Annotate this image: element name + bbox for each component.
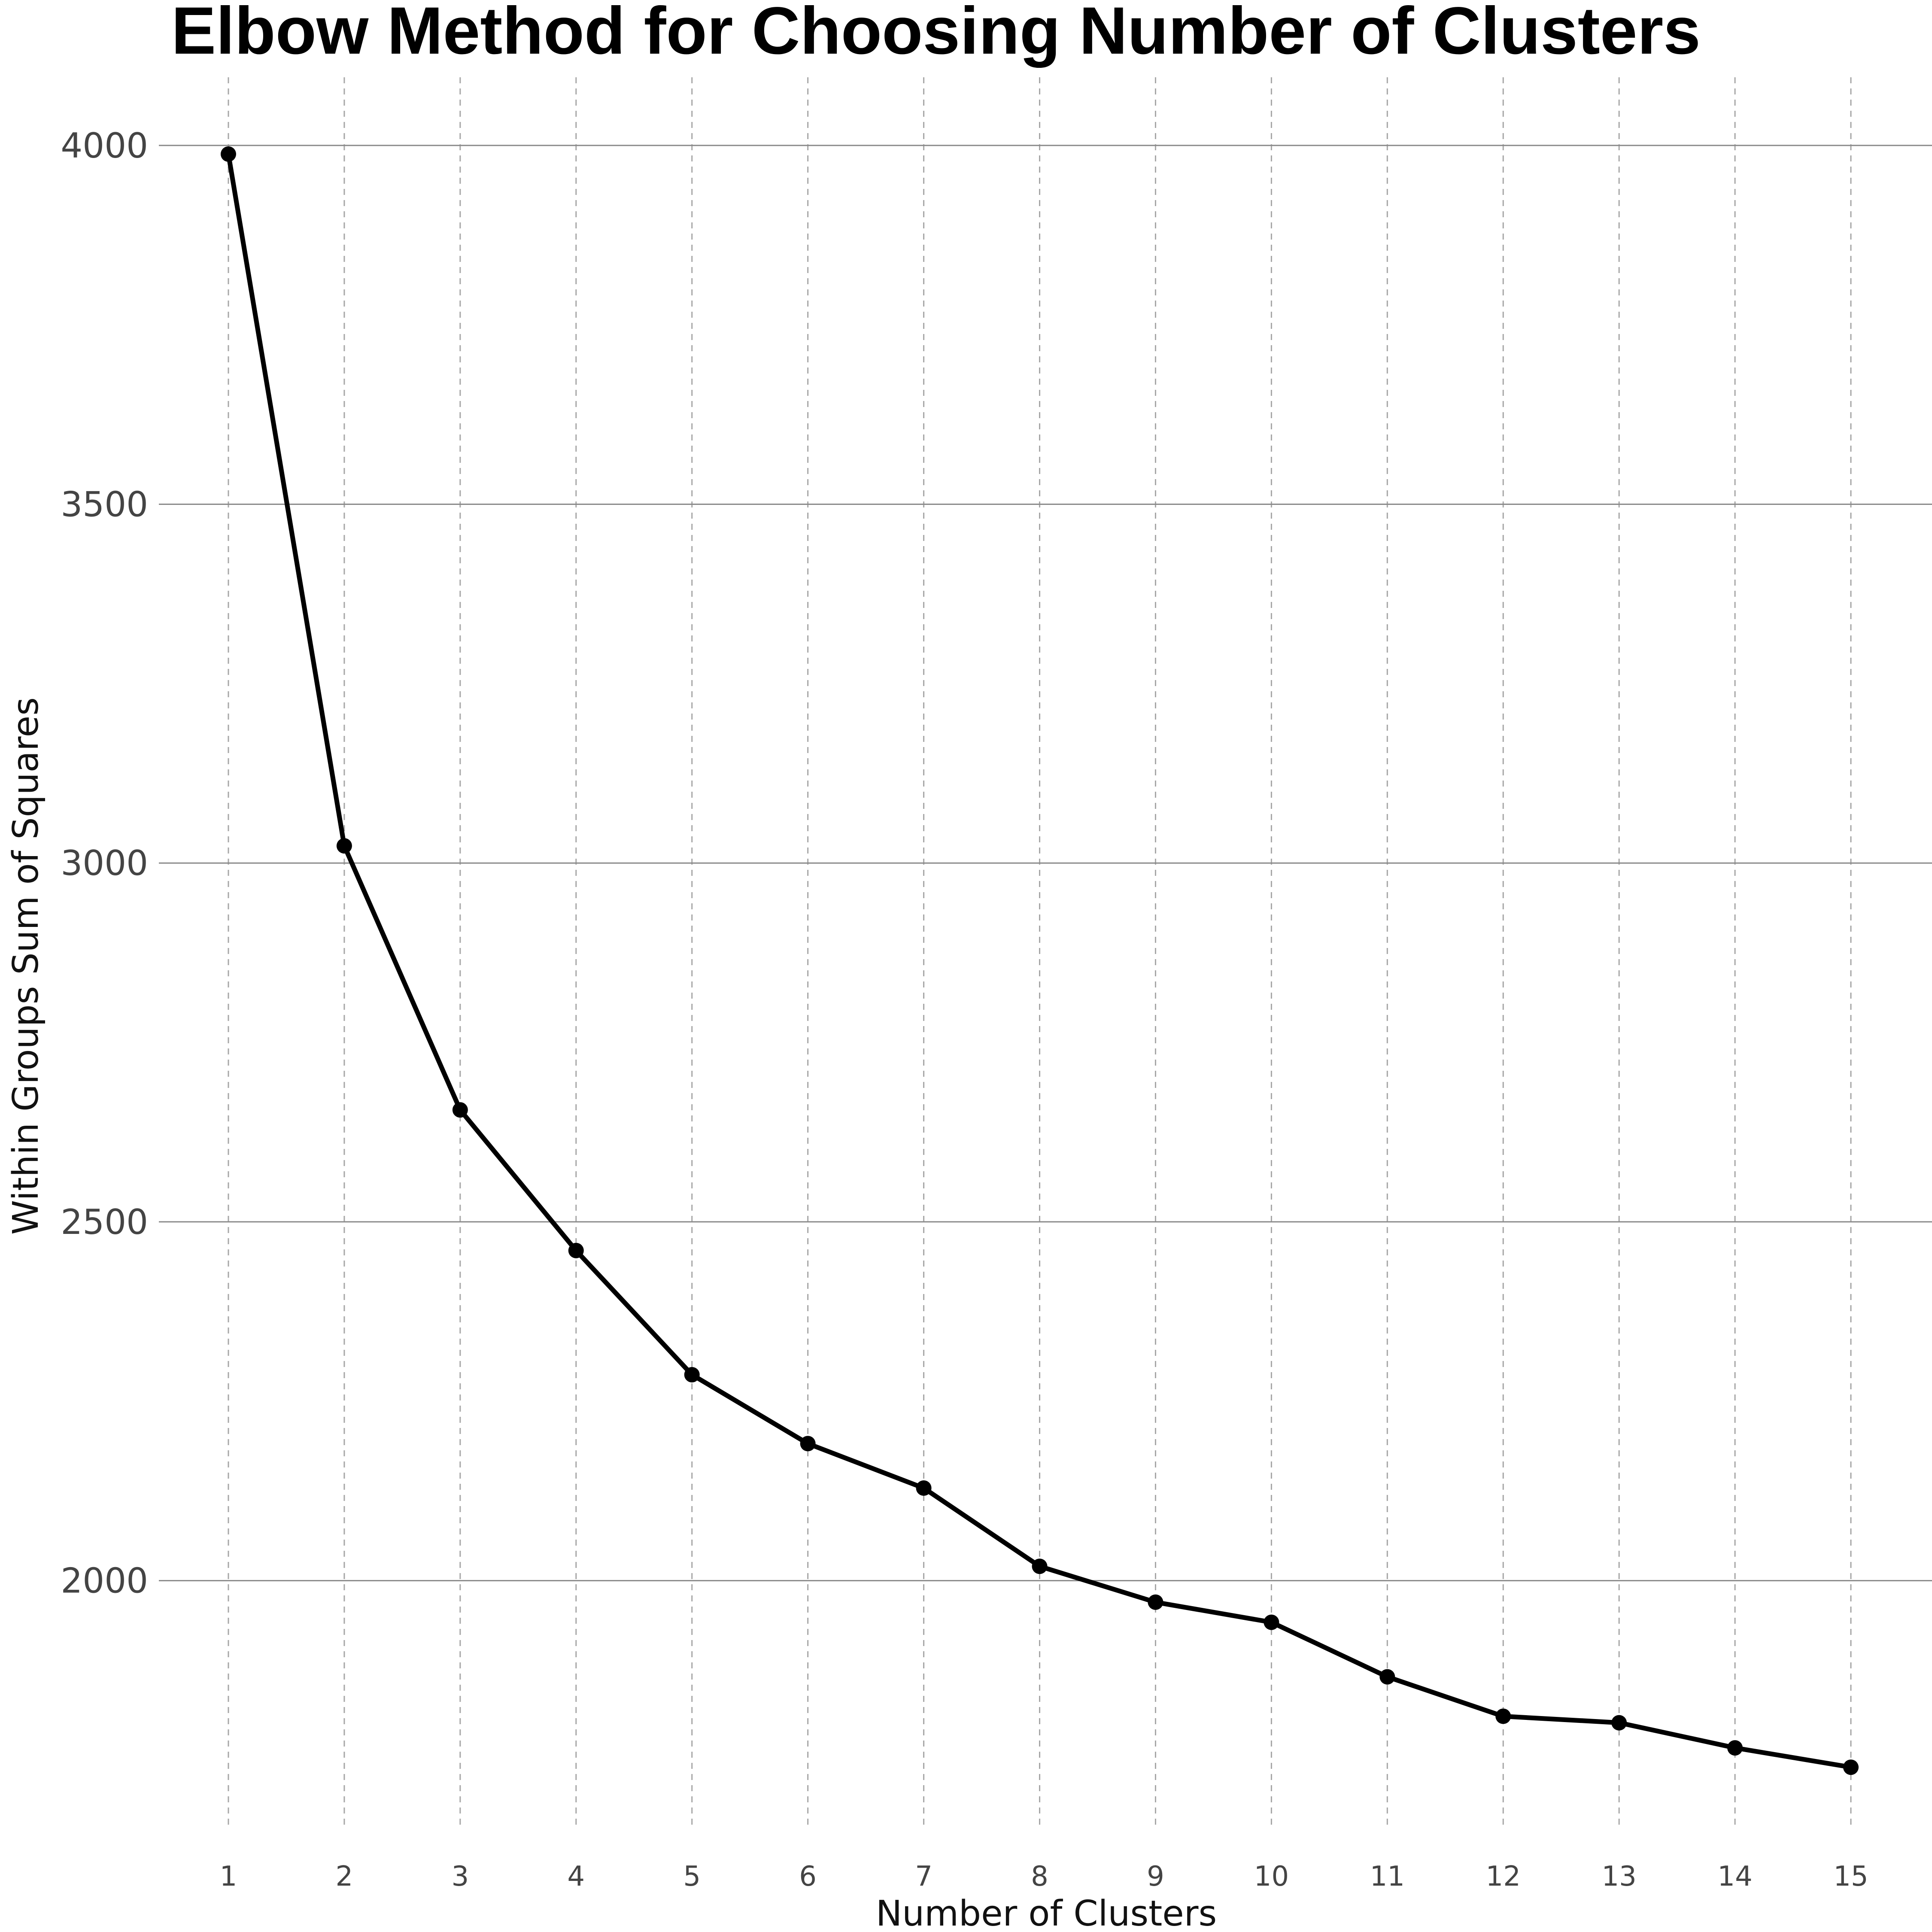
x-tick-label: 7 bbox=[915, 1861, 933, 1893]
x-axis-title: Number of Clusters bbox=[876, 1893, 1217, 1932]
data-point bbox=[1148, 1594, 1163, 1610]
data-point bbox=[220, 146, 236, 162]
y-axis-title: Within Groups Sum of Squares bbox=[6, 697, 46, 1235]
data-point bbox=[568, 1242, 584, 1258]
data-point bbox=[916, 1480, 932, 1496]
data-point bbox=[1379, 1669, 1395, 1685]
chart-title: Elbow Method for Choosing Number of Clus… bbox=[171, 0, 1701, 68]
data-point bbox=[1727, 1740, 1743, 1756]
x-tick-label: 5 bbox=[683, 1861, 701, 1893]
x-tick-label: 11 bbox=[1370, 1861, 1405, 1893]
data-point bbox=[1032, 1558, 1048, 1574]
data-point bbox=[1264, 1614, 1279, 1630]
x-tick-label: 8 bbox=[1031, 1861, 1048, 1893]
x-tick-label: 12 bbox=[1486, 1861, 1521, 1893]
y-tick-label: 2000 bbox=[61, 1561, 148, 1601]
data-point bbox=[684, 1367, 700, 1382]
x-tick-label: 6 bbox=[799, 1861, 817, 1893]
x-tick-label: 10 bbox=[1254, 1861, 1289, 1893]
y-tick-label: 3500 bbox=[61, 485, 148, 525]
series-layer bbox=[220, 146, 1859, 1775]
x-tick-label: 4 bbox=[567, 1861, 585, 1893]
x-tick-label: 14 bbox=[1717, 1861, 1752, 1893]
grid-layer bbox=[159, 77, 1932, 1827]
data-point bbox=[1495, 1708, 1511, 1724]
y-tick-label: 2500 bbox=[61, 1202, 148, 1242]
data-point bbox=[452, 1102, 468, 1118]
x-tick-label: 13 bbox=[1601, 1861, 1636, 1893]
data-point bbox=[1843, 1759, 1859, 1775]
y-tick-label: 4000 bbox=[61, 126, 148, 166]
y-tick-label: 3000 bbox=[61, 843, 148, 883]
x-tick-label: 3 bbox=[451, 1861, 469, 1893]
x-tick-label: 2 bbox=[336, 1861, 353, 1893]
data-point bbox=[336, 838, 352, 854]
data-point bbox=[800, 1436, 816, 1452]
tick-layer: 1 2 3 4 5 6 7 8 9 10 11 12 13 14 152000250030003500400… bbox=[61, 126, 1868, 1893]
x-tick-label: 9 bbox=[1147, 1861, 1164, 1893]
x-tick-label: 1 bbox=[220, 1861, 237, 1893]
data-point bbox=[1611, 1715, 1627, 1731]
x-tick-label: 15 bbox=[1833, 1861, 1868, 1893]
